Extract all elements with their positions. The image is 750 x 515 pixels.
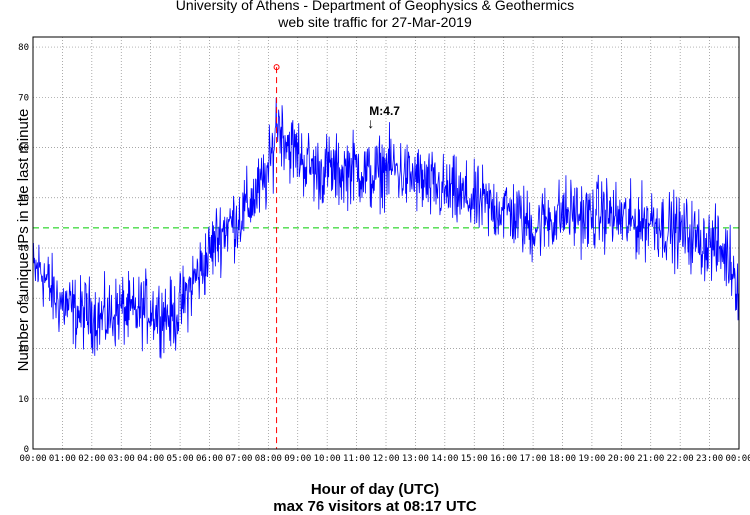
series-line — [32, 97, 740, 359]
x-tick-label: 14:00 — [431, 454, 458, 464]
plot-area — [33, 37, 739, 449]
x-tick-label: 07:00 — [225, 454, 252, 464]
x-tick-label: 15:00 — [461, 454, 488, 464]
magnitude-annotation: M:4.7 — [369, 104, 400, 119]
x-tick-label: 11:00 — [343, 454, 370, 464]
y-axis-label: Number of unique IPs in the last minute — [15, 108, 32, 372]
plot-frame — [32, 36, 740, 450]
x-tick-label: 09:00 — [284, 454, 311, 464]
y-tick-label: 10 — [18, 395, 29, 405]
grid-lines — [33, 37, 739, 449]
x-tick-label: 10:00 — [314, 454, 341, 464]
y-tick-label: 70 — [18, 93, 29, 103]
x-tick-label: 04:00 — [137, 454, 164, 464]
x-tick-label: 16:00 — [490, 454, 517, 464]
x-tick-label: 08:00 — [255, 454, 282, 464]
y-tick-label: 40 — [18, 244, 29, 254]
x-tick-label: 20:00 — [608, 454, 635, 464]
x-tick-labels: 00:00 01:00 02:00 03:00 04:00 05:00 06:00 07:00… — [19, 454, 750, 464]
x-tick-label: 18:00 — [549, 454, 576, 464]
x-tick-label: 06:00 — [196, 454, 223, 464]
y-tick-labels: 0 10 20 30 40 50 60 70 80 — [18, 43, 29, 455]
max-marker-group — [273, 64, 280, 449]
x-tick-label: 13:00 — [402, 454, 429, 464]
y-tick-label: 50 — [18, 194, 29, 204]
x-tick-label: 22:00 — [667, 454, 694, 464]
series-group — [32, 97, 740, 359]
x-tick-label: 00:00 — [19, 454, 46, 464]
max-visitors-caption: max 76 visitors at 08:17 UTC — [273, 498, 477, 515]
y-tick-label: 30 — [18, 294, 29, 304]
x-tick-label: 12:00 — [372, 454, 399, 464]
y-tick-label: 0 — [24, 445, 29, 455]
y-tick-label: 60 — [18, 144, 29, 154]
x-tick-label: 19:00 — [578, 454, 605, 464]
x-tick-label: 02:00 — [78, 454, 105, 464]
y-tick-label: 20 — [18, 345, 29, 355]
down-arrow-icon: ↓ — [367, 115, 375, 132]
y-tick-label: 80 — [18, 43, 29, 53]
x-tick-label: 03:00 — [108, 454, 135, 464]
x-tick-label: 17:00 — [520, 454, 547, 464]
max-point — [273, 64, 280, 71]
x-tick-label: 01:00 — [49, 454, 76, 464]
x-tick-label: 05:00 — [167, 454, 194, 464]
x-tick-label: 21:00 — [637, 454, 664, 464]
x-tick-label: 00:00 — [725, 454, 750, 464]
x-axis-label: Hour of day (UTC) — [310, 481, 440, 498]
chart-title: University of Athens - Department of Geo… — [175, 0, 575, 13]
chart-subtitle: web site traffic for 27-Mar-2019 — [278, 14, 472, 30]
x-tick-label: 23:00 — [696, 454, 723, 464]
